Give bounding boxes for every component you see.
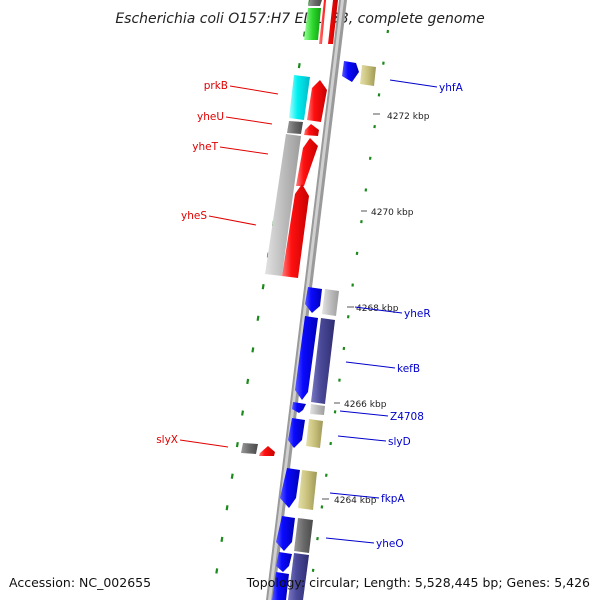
kbp-label-4266: 4266 kbp <box>344 400 387 410</box>
kbp-tick-4266: 4266 kbp <box>334 400 387 410</box>
gene-yhfA-blue <box>342 61 359 82</box>
gene-top-grey <box>308 0 322 6</box>
gene-fkpA-olive <box>298 470 317 510</box>
gene-label-fkpA[interactable]: fkpA <box>381 493 405 505</box>
gene-slyX-red <box>259 446 275 456</box>
gene-top-green <box>304 8 321 40</box>
gene-label-yhfA[interactable]: yhfA <box>439 82 464 94</box>
gene-yheU-red <box>304 124 319 136</box>
topology-text: Topology: circular; Length: 5,528,445 bp… <box>246 575 590 590</box>
gene-Z4708-blue <box>292 402 306 413</box>
gene-label-slyD[interactable]: slyD <box>388 436 411 448</box>
map-title: Escherichia coli O157:H7 EDL933, complet… <box>115 11 484 27</box>
gene-label-Z4708[interactable]: Z4708 <box>390 411 424 423</box>
gene-bottom-navy <box>288 553 309 600</box>
gene-slyX-grey <box>241 443 258 454</box>
gene-kefB-blue <box>295 316 318 400</box>
kbp-tick-4264: 4264 kbp <box>322 496 377 506</box>
gene-Z4708-grey <box>310 404 325 415</box>
gene-yheR-blue <box>305 287 322 313</box>
gene-top-red <box>319 0 338 44</box>
kbp-label-4272: 4272 kbp <box>387 112 430 122</box>
gene-label-prkB[interactable]: prkB <box>204 80 228 92</box>
kbp-label-4268: 4268 kbp <box>356 304 399 314</box>
gene-label-yheS[interactable]: yheS <box>181 210 207 222</box>
accession-text: Accession: NC_002655 <box>9 575 151 590</box>
kbp-tick-4272: 4272 kbp <box>373 112 430 122</box>
gene-yheS-red <box>282 184 309 278</box>
kbp-label-4264: 4264 kbp <box>334 496 377 506</box>
gene-kefB-navy <box>311 318 335 404</box>
kbp-tick-4268: 4268 kbp <box>347 304 399 314</box>
gene-yhfA-olive <box>360 65 376 86</box>
kbp-label-4270: 4270 kbp <box>371 208 414 218</box>
gene-slyD-blue <box>288 418 305 448</box>
gene-label-yheO[interactable]: yheO <box>376 538 404 550</box>
gene-bottom-blue <box>272 552 292 600</box>
gene-label-yheU[interactable]: yheU <box>197 111 224 123</box>
kbp-tick-4270: 4270 kbp <box>361 208 414 218</box>
gene-yheR-grey <box>322 289 339 316</box>
gene-label-kefB[interactable]: kefB <box>397 363 420 375</box>
gene-yheO-dark <box>294 518 313 553</box>
gene-slyD-olive <box>306 419 323 448</box>
gene-fkpA-blue <box>280 468 300 508</box>
gene-yheT-grey <box>265 134 301 276</box>
gene-prkB-red <box>307 80 327 122</box>
gene-label-slyX[interactable]: slyX <box>156 434 178 446</box>
gene-yheU-grey <box>287 121 303 134</box>
gene-label-yheR[interactable]: yheR <box>404 308 431 320</box>
gene-prkB <box>289 75 310 120</box>
gene-label-yheT[interactable]: yheT <box>192 141 218 153</box>
gene-yheT-red <box>296 138 318 186</box>
gene-yheO-blue <box>276 516 295 551</box>
